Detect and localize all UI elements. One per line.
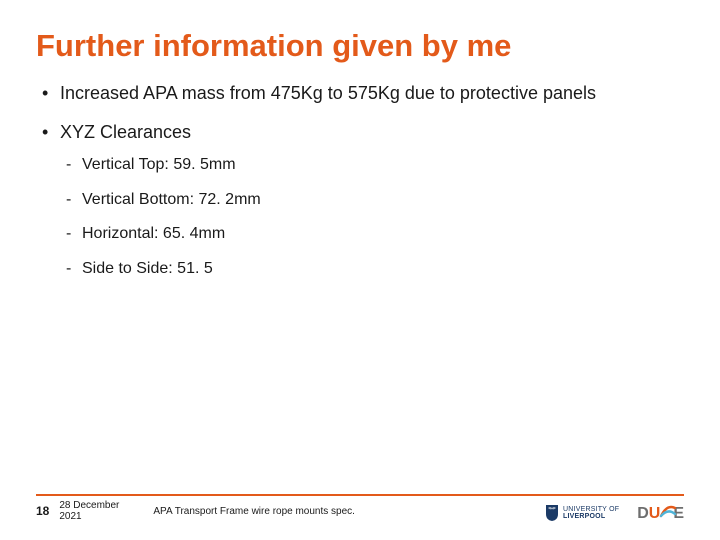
slide-title: Further information given by me <box>36 28 684 64</box>
dune-logo: D U E <box>637 504 684 522</box>
footer-rule <box>36 494 684 496</box>
date-line1: 28 December <box>59 500 119 511</box>
sub-bullet-list: Vertical Top: 59. 5mm Vertical Bottom: 7… <box>60 155 684 280</box>
footer: 18 28 December 2021 APA Transport Frame … <box>36 494 684 522</box>
bullet-list: Increased APA mass from 475Kg to 575Kg d… <box>36 82 684 280</box>
dune-letter-d: D <box>637 506 649 522</box>
bullet-item: XYZ Clearances Vertical Top: 59. 5mm Ver… <box>36 121 684 280</box>
liverpool-logo: UNIVERSITY OF LIVERPOOL <box>545 504 619 522</box>
bullet-text: Increased APA mass from 475Kg to 575Kg d… <box>60 83 596 103</box>
footer-title: APA Transport Frame wire rope mounts spe… <box>153 506 355 517</box>
sub-bullet-item: Vertical Bottom: 72. 2mm <box>60 190 684 211</box>
page-number: 18 <box>36 504 49 518</box>
footer-logos: UNIVERSITY OF LIVERPOOL D U E <box>545 504 684 522</box>
date-line2: 2021 <box>59 511 81 522</box>
liverpool-line1: UNIVERSITY OF <box>563 506 619 513</box>
liverpool-line2: LIVERPOOL <box>563 513 605 520</box>
dune-swoosh-icon <box>661 504 675 518</box>
slide: Further information given by me Increase… <box>0 0 720 540</box>
footer-date: 28 December 2021 <box>59 500 119 522</box>
sub-bullet-item: Vertical Top: 59. 5mm <box>60 155 684 176</box>
footer-row: 18 28 December 2021 APA Transport Frame … <box>36 500 684 522</box>
sub-bullet-item: Side to Side: 51. 5 <box>60 259 684 280</box>
sub-bullet-item: Horizontal: 65. 4mm <box>60 224 684 245</box>
bullet-item: Increased APA mass from 475Kg to 575Kg d… <box>36 82 684 105</box>
bullet-text: XYZ Clearances <box>60 122 191 142</box>
liverpool-text: UNIVERSITY OF LIVERPOOL <box>563 506 619 520</box>
shield-icon <box>545 504 559 522</box>
